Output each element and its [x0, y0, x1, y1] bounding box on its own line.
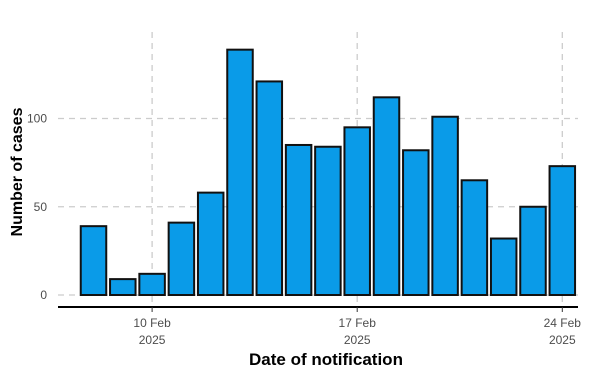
bar-2025-02-16 [314, 145, 342, 296]
bar-2025-02-23 [519, 205, 547, 296]
x-tick-label-year: 2025 [549, 333, 576, 347]
bar-2025-02-10 [138, 272, 166, 297]
bars [79, 48, 577, 297]
y-tick-label: 50 [34, 200, 48, 214]
x-axis-title: Date of notification [249, 350, 403, 369]
x-tick-label-date: 17 Feb [339, 316, 377, 330]
x-tick-label-year: 2025 [344, 333, 371, 347]
bar-2025-02-08 [79, 225, 108, 296]
x-tick-labels: 10 Feb 2025 17 Feb 2025 24 Feb 2025 [133, 307, 581, 347]
y-tick-label: 100 [27, 112, 47, 126]
bar-2025-02-09 [109, 278, 137, 296]
bar-2025-02-14 [255, 80, 284, 296]
x-tick-label-year: 2025 [139, 333, 166, 347]
bar-2025-02-17 [343, 126, 371, 296]
bar-2025-02-22 [489, 237, 518, 297]
bar-2025-02-15 [284, 143, 313, 296]
bar-2025-02-18 [372, 96, 401, 296]
y-axis-title: Number of cases [9, 107, 26, 236]
bar-2025-02-13 [226, 48, 254, 297]
bar-2025-02-11 [167, 221, 196, 296]
y-tick-label: 0 [40, 288, 47, 302]
bar-2025-02-12 [196, 191, 225, 297]
bar-2025-02-20 [431, 115, 459, 296]
x-tick-label-date: 24 Feb [544, 316, 582, 330]
x-tick-label-date: 10 Feb [133, 316, 171, 330]
bar-2025-02-24 [548, 165, 577, 296]
bar-2025-02-21 [460, 179, 489, 296]
bar-2025-02-19 [402, 149, 430, 296]
y-tick-labels: 0 50 100 [27, 112, 47, 303]
